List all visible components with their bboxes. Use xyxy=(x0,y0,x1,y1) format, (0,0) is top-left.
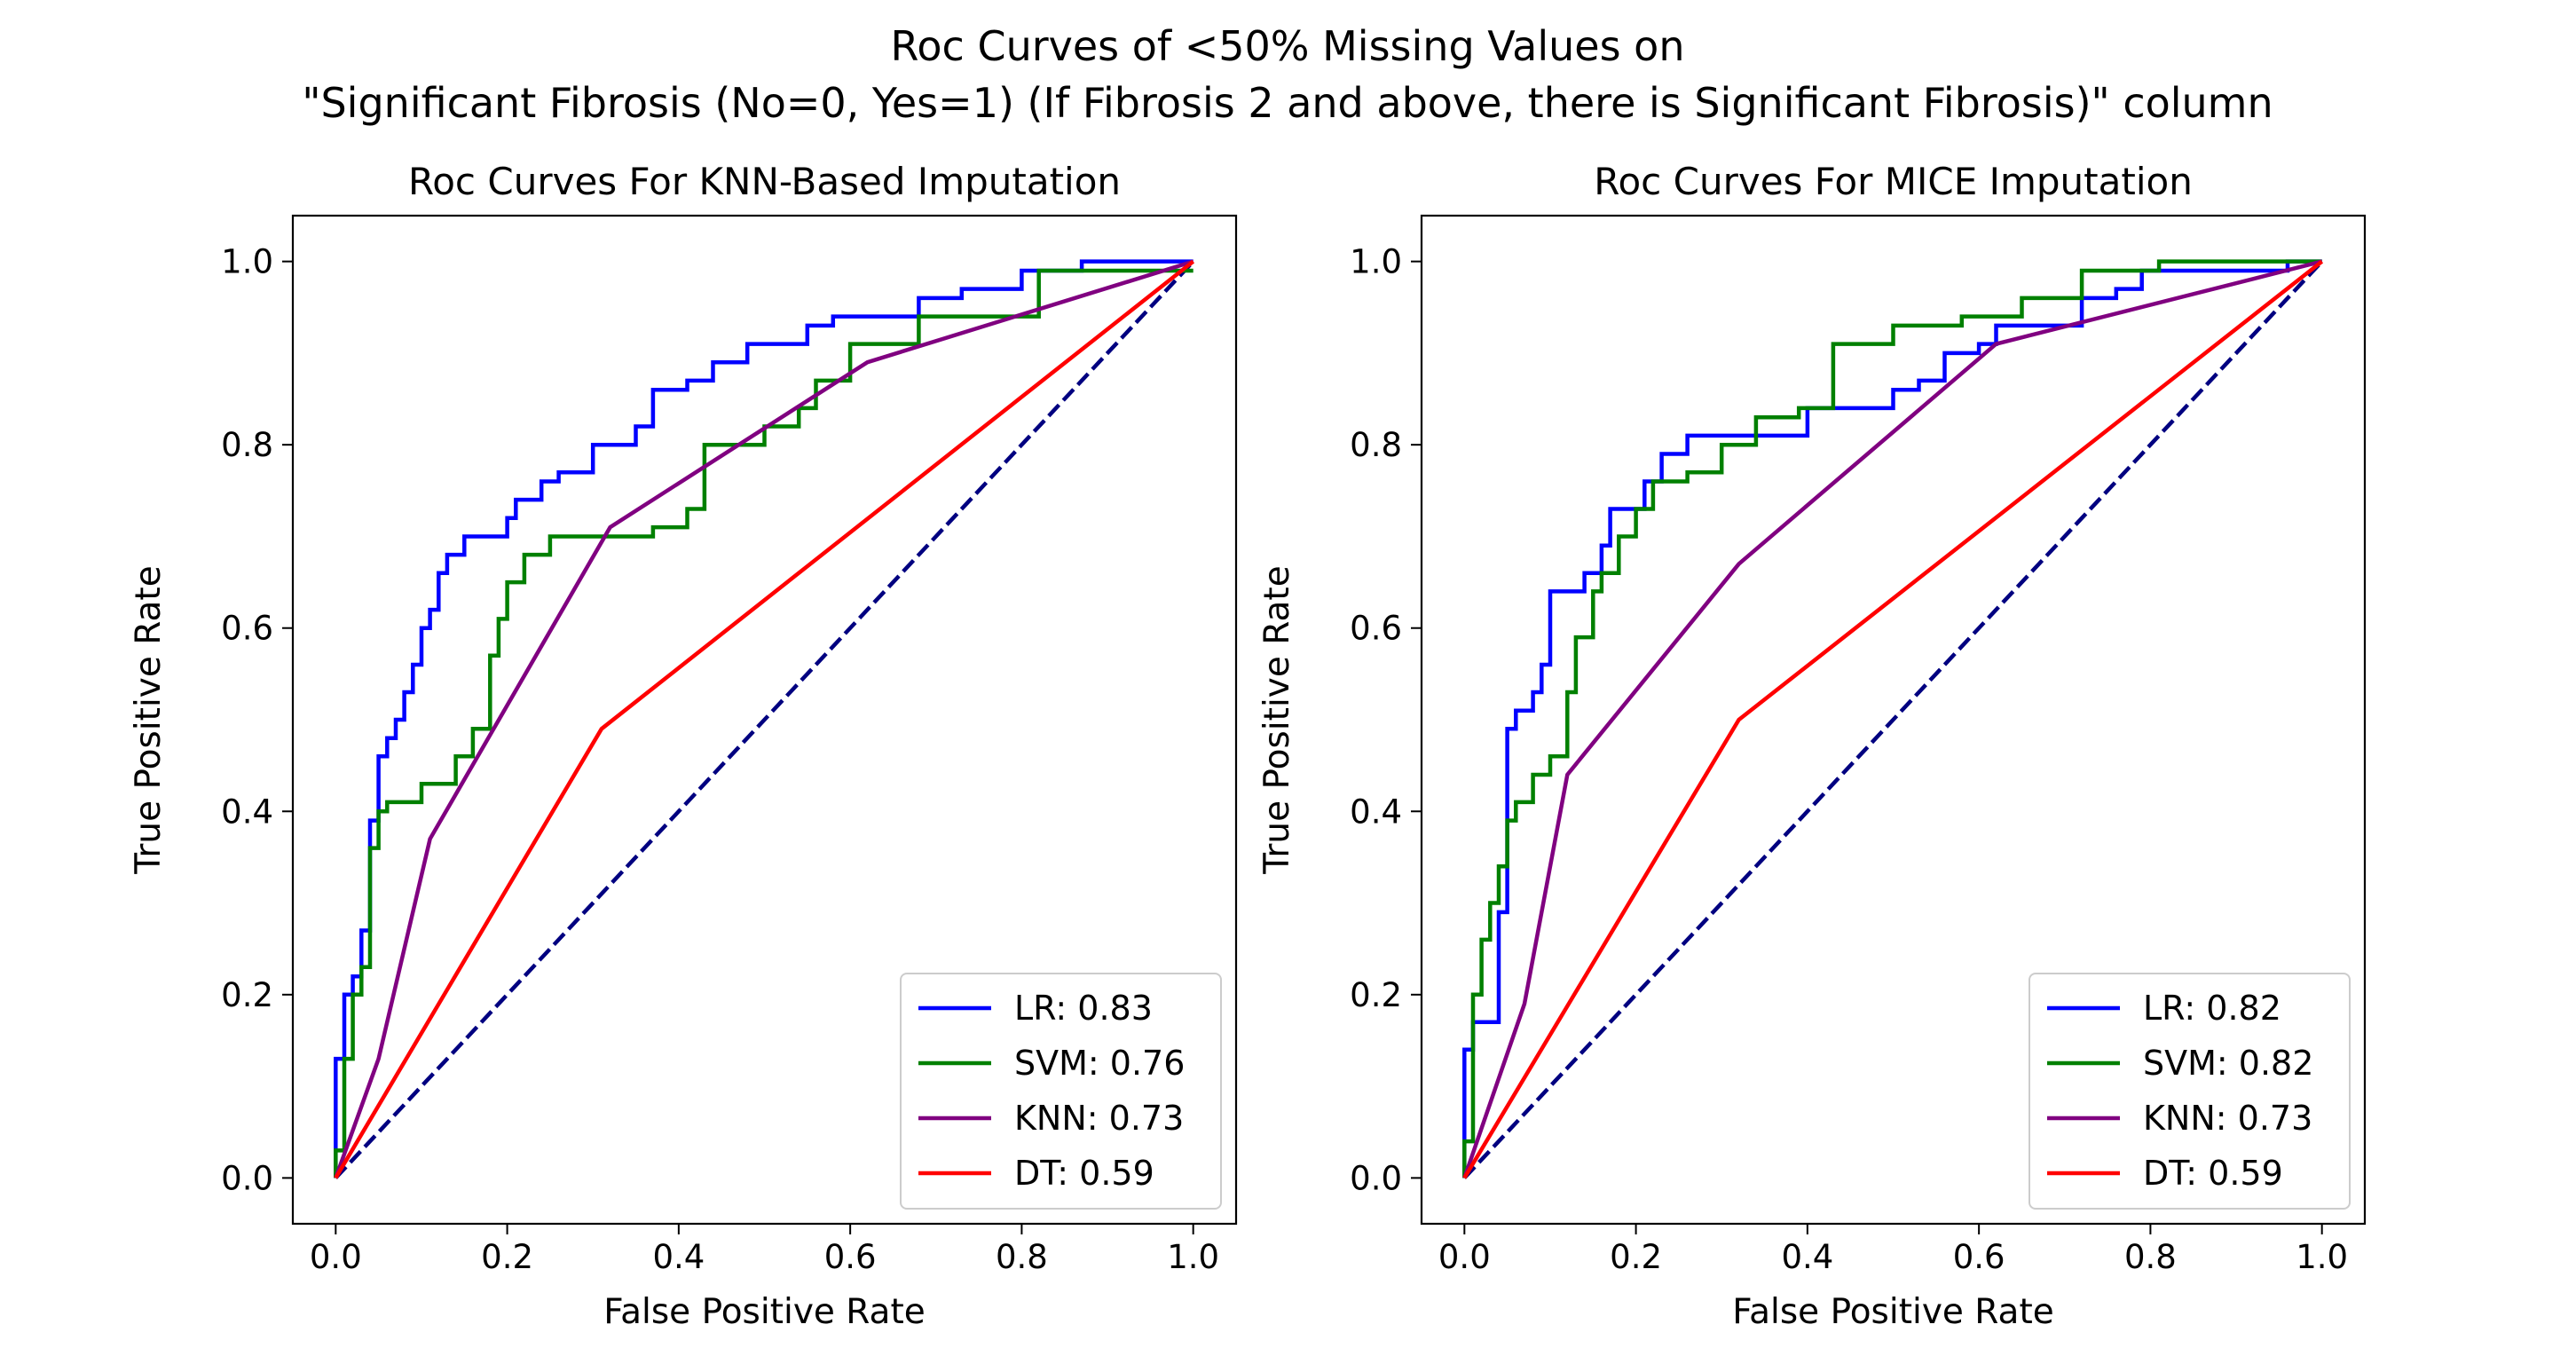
roc-curve-dt xyxy=(1462,259,2324,1179)
figure-title-line1: Roc Curves of <50% Missing Values on xyxy=(891,22,1685,70)
y-tick-label: 1.0 xyxy=(221,243,273,281)
y-tick-label: 0.8 xyxy=(1350,426,1402,464)
chance-diagonal-line xyxy=(1462,260,2324,1179)
panel-title: Roc Curves For KNN-Based Imputation xyxy=(408,160,1121,203)
legend-entry: LR: 0.83 xyxy=(1014,989,1153,1028)
x-tick-label: 0.2 xyxy=(481,1238,533,1276)
chance-diagonal-line xyxy=(334,260,1195,1179)
legend-entry: KNN: 0.73 xyxy=(2143,1099,2312,1138)
y-tick-label: 1.0 xyxy=(1350,243,1402,281)
roc-curve-knn xyxy=(1462,259,2323,1179)
legend-entry: DT: 0.59 xyxy=(1014,1154,1154,1193)
x-tick-label: 0.0 xyxy=(310,1238,362,1276)
y-axis-label: True Positive Rate xyxy=(129,565,169,874)
y-tick-label: 0.4 xyxy=(1350,792,1402,831)
roc-curve-svm xyxy=(1462,259,2322,1179)
roc-curve-knn xyxy=(334,259,1194,1179)
y-tick-label: 0.4 xyxy=(221,792,273,831)
axes-frame xyxy=(291,214,1238,1226)
x-tick-label: 1.0 xyxy=(2296,1238,2348,1276)
y-tick-label: 0.0 xyxy=(221,1159,273,1197)
y-tick-label: 0.6 xyxy=(1350,610,1402,648)
x-tick-label: 0.8 xyxy=(2124,1238,2177,1276)
legend-box xyxy=(2029,973,2351,1210)
x-axis-label: False Positive Rate xyxy=(1732,1292,2053,1332)
y-tick-label: 0.2 xyxy=(1350,976,1402,1014)
roc-curve-dt xyxy=(334,259,1195,1179)
x-axis-label: False Positive Rate xyxy=(603,1292,925,1332)
legend-entry: DT: 0.59 xyxy=(2143,1154,2283,1193)
legend-entry: LR: 0.82 xyxy=(2143,989,2281,1028)
roc-curve-lr xyxy=(334,259,1193,1179)
y-tick-label: 0.8 xyxy=(221,426,273,464)
x-tick-label: 0.6 xyxy=(824,1238,877,1276)
legend-box xyxy=(900,973,1222,1210)
axes-frame xyxy=(1420,214,2367,1226)
legend-entry: KNN: 0.73 xyxy=(1014,1099,1184,1138)
x-tick-label: 0.4 xyxy=(652,1238,705,1276)
roc-curve-svm xyxy=(334,268,1193,1179)
x-tick-label: 0.0 xyxy=(1438,1238,1491,1276)
legend: LR: 0.83 SVM: 0.76 KNN: 0.73 DT: 0.59 xyxy=(900,973,1222,1210)
y-tick-label: 0.2 xyxy=(221,976,273,1014)
x-tick-label: 1.0 xyxy=(1167,1238,1219,1276)
legend-entry: SVM: 0.82 xyxy=(2143,1044,2313,1083)
roc-curve-lr xyxy=(1462,259,2322,1179)
roc-panel-mice-imputation: Roc Curves For MICE Imputation 0.0 0.2 0.4 0… xyxy=(1257,160,2367,1332)
x-tick-label: 0.4 xyxy=(1781,1238,1833,1276)
x-tick-label: 0.6 xyxy=(1953,1238,2005,1276)
roc-panel-knn-imputation: Roc Curves For KNN-Based Imputation 0.0 0.… xyxy=(129,160,1238,1332)
figure-title-line2: "Significant Fibrosis (No=0, Yes=1) (If … xyxy=(302,79,2273,127)
y-axis-label: True Positive Rate xyxy=(1257,565,1297,874)
y-tick-label: 0.0 xyxy=(1350,1159,1402,1197)
panel-title: Roc Curves For MICE Imputation xyxy=(1594,160,2193,203)
x-tick-label: 0.2 xyxy=(1610,1238,1662,1276)
y-tick-label: 0.6 xyxy=(221,610,273,648)
x-tick-label: 0.8 xyxy=(996,1238,1048,1276)
legend: LR: 0.82 SVM: 0.82 KNN: 0.73 DT: 0.59 xyxy=(2029,973,2351,1210)
legend-entry: SVM: 0.76 xyxy=(1014,1044,1185,1083)
